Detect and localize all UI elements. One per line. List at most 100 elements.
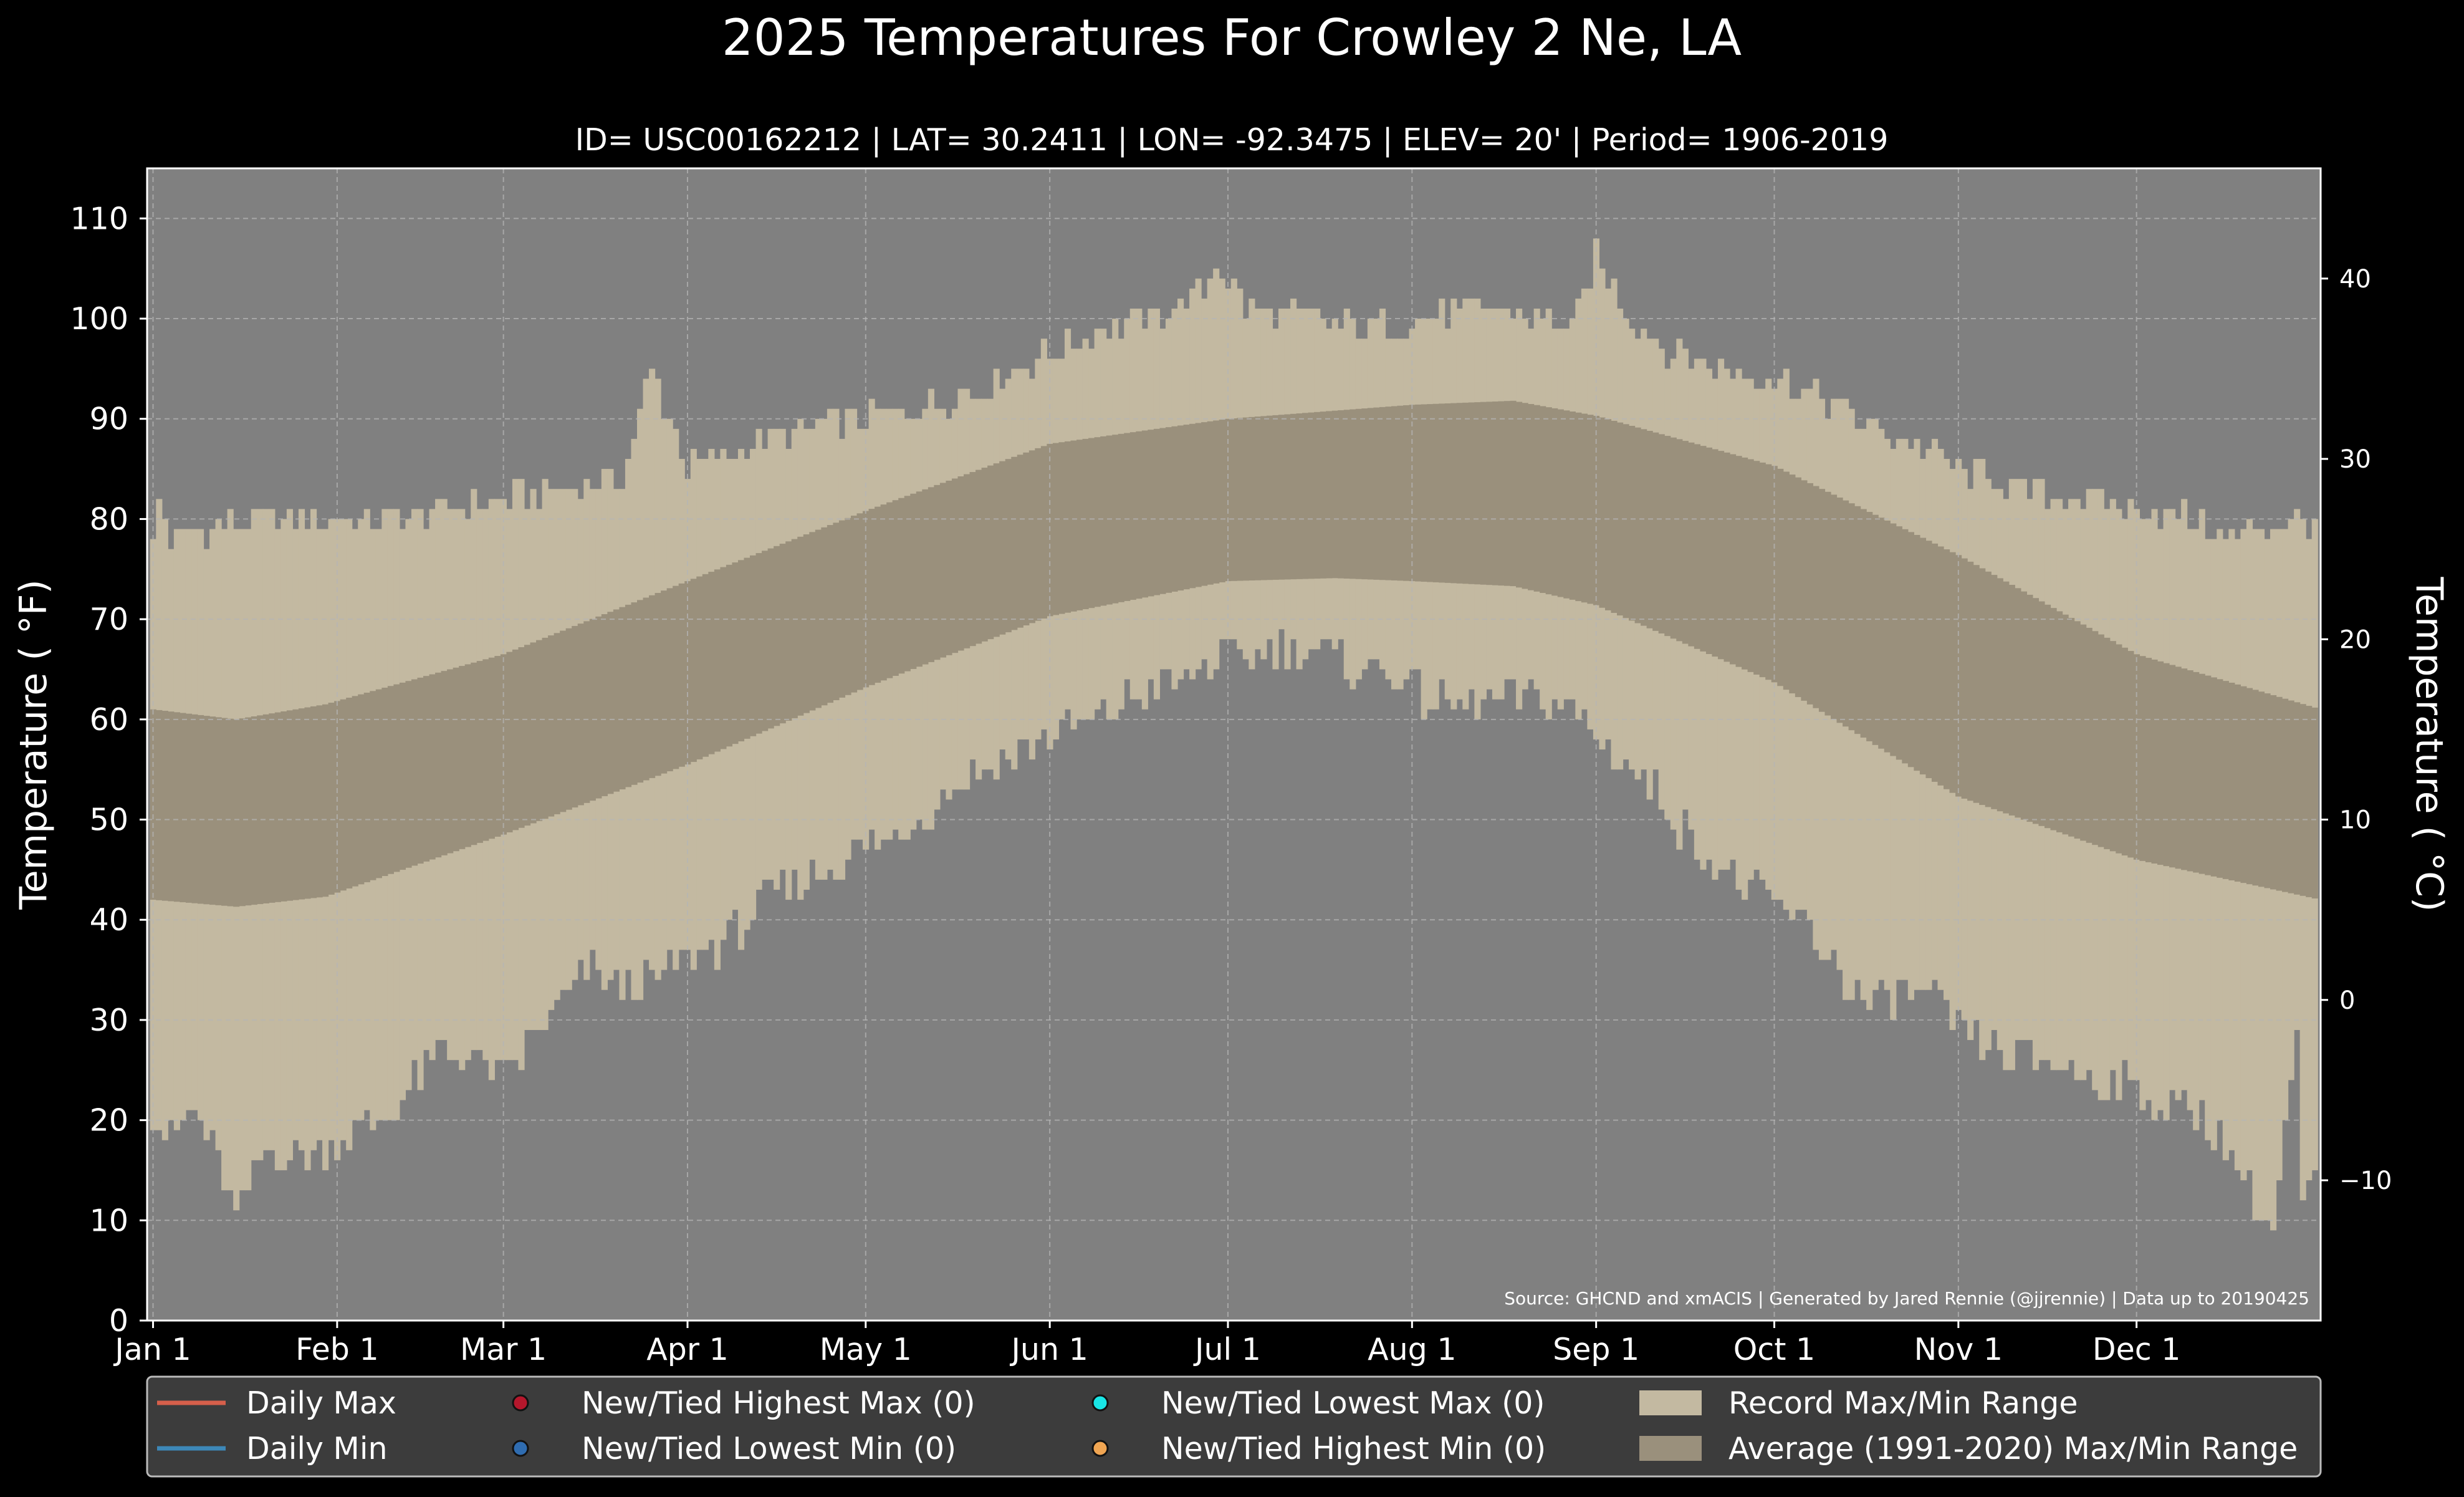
average-range-bar <box>1925 541 1932 779</box>
average-range-bar <box>673 585 679 769</box>
average-range-bar <box>233 719 240 907</box>
average-range-bar <box>292 709 299 900</box>
y-tick-label-left: 70 <box>90 602 128 637</box>
average-range-bar <box>1557 409 1564 597</box>
average-range-bar <box>2068 618 2075 837</box>
average-range-bar <box>2080 624 2087 841</box>
legend-dot-swatch <box>1091 1440 1109 1457</box>
average-range-bar <box>934 484 941 660</box>
average-range-bar <box>1397 405 1404 581</box>
average-range-bar <box>1320 412 1326 579</box>
average-range-bar <box>1985 571 1992 807</box>
average-range-bar <box>494 656 501 837</box>
average-range-bar <box>1634 427 1641 623</box>
average-range-bar <box>150 709 156 900</box>
average-range-bar <box>1028 450 1035 623</box>
average-range-bar <box>1094 437 1101 607</box>
average-range-bar <box>1937 546 1944 786</box>
average-range-bar <box>1379 407 1386 580</box>
average-range-bar <box>2276 696 2283 891</box>
average-range-bar <box>2109 641 2116 852</box>
average-range-bar <box>601 614 608 796</box>
y-tick-label-right: −10 <box>2339 1167 2392 1195</box>
average-range-bar <box>774 546 780 726</box>
average-range-bar <box>429 674 436 860</box>
average-range-bar <box>708 572 715 754</box>
average-range-bar <box>1730 454 1737 665</box>
average-range-bar <box>453 667 459 852</box>
average-range-bar <box>2205 675 2212 875</box>
average-range-bar <box>910 493 917 669</box>
average-range-bar <box>1658 434 1665 633</box>
average-range-bar <box>1058 442 1065 614</box>
average-range-bar <box>251 716 257 905</box>
average-range-bar <box>1896 526 1902 760</box>
average-range-bar <box>1533 405 1540 592</box>
average-range-bar <box>1705 447 1713 654</box>
average-range-bar <box>875 506 881 683</box>
average-range-bar <box>197 715 204 904</box>
chart-subtitle: ID= USC00162212 | LAT= 30.2411 | LON= -9… <box>575 122 1889 158</box>
average-range-bar <box>1349 409 1356 579</box>
average-range-bar <box>1510 400 1517 587</box>
average-range-bar <box>999 461 1006 635</box>
y-tick-label-left: 110 <box>70 201 128 236</box>
x-tick-label: Aug 1 <box>1368 1332 1456 1367</box>
average-range-bar <box>577 623 584 806</box>
average-range-bar <box>1492 401 1499 585</box>
average-range-bar <box>387 686 394 874</box>
average-range-bar <box>637 600 644 783</box>
average-range-bar <box>928 487 934 662</box>
average-range-bar <box>1646 431 1653 628</box>
average-range-bar <box>1914 534 1920 771</box>
average-range-bar <box>334 701 341 893</box>
average-range-bar <box>607 612 614 794</box>
average-range-bar <box>1260 416 1267 580</box>
average-range-bar <box>459 666 466 849</box>
average-range-bar <box>702 574 709 757</box>
average-range-bar <box>1723 452 1730 662</box>
average-range-bar <box>850 516 858 693</box>
average-range-bar <box>631 602 638 785</box>
average-range-bar <box>2222 681 2229 879</box>
average-range-bar <box>1878 517 1885 749</box>
average-range-bar <box>185 713 193 903</box>
average-range-bar <box>916 491 923 667</box>
average-range-bar <box>1795 477 1801 698</box>
average-range-bar <box>1367 408 1374 580</box>
x-tick-label: Oct 1 <box>1733 1332 1815 1367</box>
average-range-bar <box>2074 621 2081 839</box>
average-range-bar <box>880 504 887 681</box>
legend-label: Daily Min <box>246 1431 388 1466</box>
average-range-bar <box>1843 500 1849 727</box>
average-range-bar <box>1563 410 1570 599</box>
average-range-bar <box>1153 428 1161 595</box>
average-range-bar <box>1824 491 1831 716</box>
legend-box <box>146 1375 2322 1478</box>
average-range-bar <box>304 707 311 899</box>
average-range-bar <box>1682 441 1689 644</box>
average-range-bar <box>2163 663 2170 867</box>
average-range-bar <box>310 706 317 898</box>
average-range-bar <box>1456 403 1463 584</box>
average-range-bar <box>767 548 774 729</box>
average-range-bar <box>1338 410 1345 579</box>
average-range-bar <box>572 625 578 808</box>
average-range-bar <box>1931 543 1939 782</box>
average-range-bar <box>2121 647 2128 856</box>
average-range-bar <box>2270 695 2277 890</box>
average-range-bar <box>1474 402 1481 585</box>
average-range-bar <box>262 714 269 903</box>
average-range-bar <box>2246 688 2253 885</box>
average-range-bar <box>969 472 976 647</box>
average-range-bar <box>1136 431 1143 599</box>
average-range-bar <box>1035 448 1042 621</box>
average-range-bar <box>536 640 543 821</box>
average-range-bar <box>482 659 489 841</box>
average-range-bar <box>2008 585 2015 816</box>
average-range-bar <box>1712 449 1719 657</box>
average-range-bar <box>1694 444 1700 649</box>
average-range-bar <box>1480 402 1487 585</box>
average-range-bar <box>1076 440 1083 610</box>
average-range-bar <box>1735 456 1742 667</box>
